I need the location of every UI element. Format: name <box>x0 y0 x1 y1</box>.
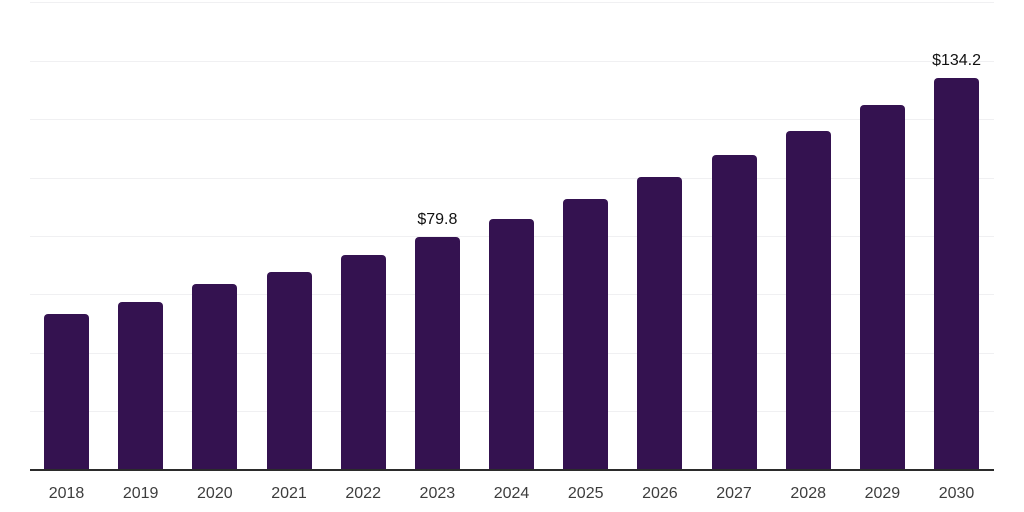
bar-2022 <box>340 255 386 470</box>
x-tick-2022: 2022 <box>345 485 381 502</box>
x-tick-2026: 2026 <box>642 485 678 502</box>
plot-area: 2018 2019 2020 2021 2022 2023 $79.8 2024 2025 202… <box>30 0 994 512</box>
x-tick-2023: 2023 <box>419 485 456 502</box>
x-tick-2020: 2020 <box>197 485 233 502</box>
bar-2028 <box>785 130 831 470</box>
bar-2021 <box>266 272 312 470</box>
x-tick-2030: 2030 <box>938 485 975 502</box>
bar-2020 <box>192 283 238 470</box>
x-tick-2025: 2025 <box>567 485 604 502</box>
x-tick-2029: 2029 <box>864 485 901 502</box>
bar-2029 <box>859 105 905 470</box>
bar-2023 <box>414 236 460 470</box>
x-tick-2019: 2019 <box>122 485 159 502</box>
x-axis-line <box>30 469 994 471</box>
bar-2025 <box>563 199 609 470</box>
data-label-2030: $134.2 <box>932 52 981 70</box>
bar-2019 <box>118 302 164 470</box>
bar-2030 <box>934 78 980 470</box>
x-tick-2021: 2021 <box>271 485 307 502</box>
x-tick-2027: 2027 <box>716 485 752 502</box>
gridline-100 <box>30 177 994 179</box>
data-label-2023: $79.8 <box>417 210 458 228</box>
gridline-160 <box>30 2 994 4</box>
bar-2027 <box>711 154 757 470</box>
gridline-120 <box>30 119 994 121</box>
x-tick-2018: 2018 <box>48 485 85 502</box>
x-tick-2024: 2024 <box>493 485 530 502</box>
bar-2024 <box>489 218 535 470</box>
bar-2026 <box>637 177 683 470</box>
x-tick-2028: 2028 <box>790 485 826 502</box>
bar-2018 <box>44 314 89 470</box>
gridline-140 <box>30 60 994 62</box>
